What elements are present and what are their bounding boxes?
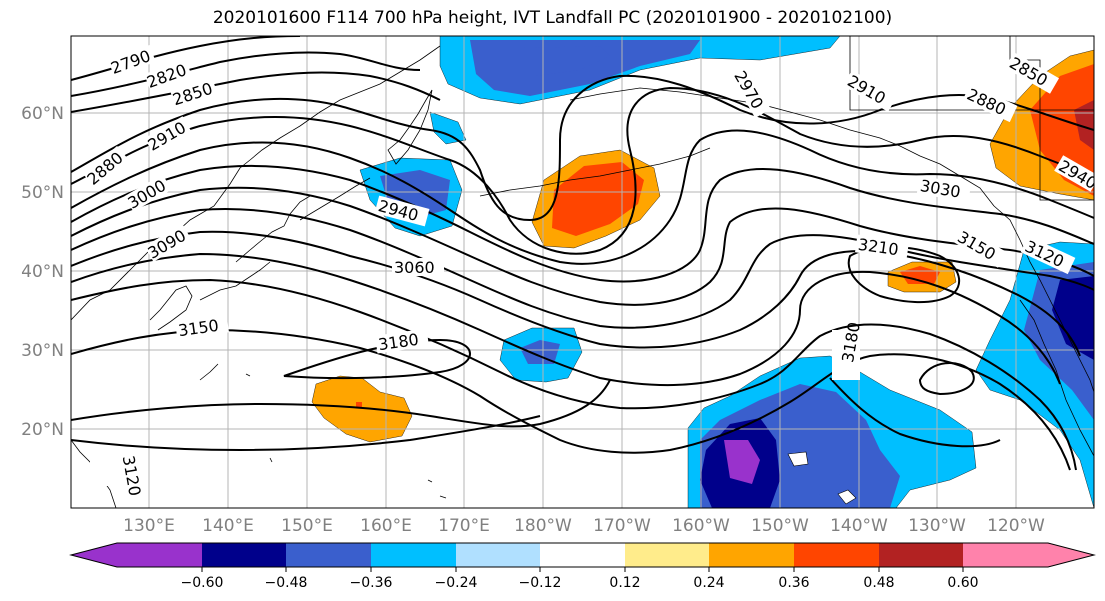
colorbar-tick: −0.12 bbox=[519, 575, 562, 591]
colorbar-tick: 0.48 bbox=[863, 575, 894, 591]
lon-label: 140°E bbox=[202, 516, 254, 536]
colorbar-segment bbox=[371, 543, 456, 567]
canada-coastline bbox=[993, 205, 1094, 393]
contour-2850 bbox=[71, 71, 441, 113]
colorbar-segment bbox=[879, 543, 963, 567]
contour-2940 bbox=[71, 129, 1094, 265]
colorbar-segment bbox=[117, 543, 202, 567]
colorbar-tick: −0.24 bbox=[435, 575, 478, 591]
lon-label: 150°W bbox=[751, 516, 809, 536]
hawaii-islands bbox=[427, 479, 447, 499]
colorbar-extend-high bbox=[1048, 543, 1094, 567]
colorbar-outline bbox=[69, 542, 1096, 568]
lon-label: 160°W bbox=[672, 516, 730, 536]
lat-label: 20°N bbox=[21, 420, 64, 440]
contour-2790 bbox=[71, 36, 301, 81]
colorbar-segment bbox=[963, 543, 1048, 567]
lon-label: 180°W bbox=[514, 516, 572, 536]
colorbar-tick: −0.36 bbox=[350, 575, 393, 591]
contour-3180-b bbox=[71, 415, 541, 452]
colorbar-segment bbox=[540, 543, 625, 567]
contour-3060 bbox=[71, 230, 1081, 357]
lat-label: 60°N bbox=[21, 104, 64, 124]
colorbar-tick: −0.60 bbox=[181, 575, 224, 591]
colorbar-segment bbox=[456, 543, 540, 567]
colorbar-tick: 0.60 bbox=[947, 575, 978, 591]
colorbar-segment bbox=[794, 543, 879, 567]
colorbar-tick: 0.24 bbox=[693, 575, 724, 591]
contour-label-bg bbox=[83, 45, 1094, 486]
lon-label: 120°W bbox=[987, 516, 1045, 536]
colorbar-tick: 0.36 bbox=[778, 575, 809, 591]
colorbar-tick: −0.48 bbox=[265, 575, 308, 591]
lon-label: 160°E bbox=[360, 516, 412, 536]
contour-2910 bbox=[71, 86, 1094, 255]
colorbar-segment bbox=[202, 543, 286, 567]
contour-3150 bbox=[71, 328, 1071, 471]
aleutian-islands bbox=[479, 147, 711, 197]
colorbar-segment bbox=[709, 543, 794, 567]
lon-label: 130°E bbox=[123, 516, 175, 536]
lon-label: 170°E bbox=[438, 516, 490, 536]
colorbar-segment bbox=[286, 543, 371, 567]
korea-coastline bbox=[149, 285, 193, 331]
lat-label: 50°N bbox=[21, 183, 64, 203]
lon-label: 130°W bbox=[908, 516, 966, 536]
colorbar-extend-low bbox=[71, 543, 117, 567]
lon-label: 140°W bbox=[830, 516, 888, 536]
lon-label: 170°W bbox=[593, 516, 651, 536]
map-title: 2020101600 F114 700 hPa height, IVT Land… bbox=[212, 8, 893, 28]
longitude-labels: 130°E 140°E 150°E 160°E 170°E 180°W 170°… bbox=[123, 516, 1045, 536]
japan-coastline bbox=[235, 195, 311, 263]
contour-3180 bbox=[71, 338, 1001, 448]
colorbar-tick: 0.12 bbox=[609, 575, 640, 591]
lat-label: 40°N bbox=[21, 262, 64, 282]
contour-3000 bbox=[71, 186, 1094, 306]
colorbar-segment bbox=[625, 543, 709, 567]
colorbar: −0.60 −0.48 −0.36 −0.24 −0.12 0.12 0.24 … bbox=[69, 542, 1096, 591]
contour-3090 bbox=[71, 252, 1061, 387]
map-frame bbox=[70, 35, 1095, 509]
kamchatka-coastline bbox=[387, 89, 433, 165]
lon-label: 150°E bbox=[281, 516, 333, 536]
contour-2970 bbox=[71, 164, 1094, 283]
ryukyu-islands bbox=[199, 363, 273, 463]
contour-label: 3060 bbox=[394, 258, 435, 277]
contour-3120 bbox=[71, 278, 1077, 471]
lat-label: 30°N bbox=[21, 341, 64, 361]
latitude-labels: 60°N 50°N 40°N 30°N 20°N bbox=[21, 104, 64, 440]
contour-2820 bbox=[71, 51, 421, 97]
height-contours bbox=[71, 36, 1094, 471]
